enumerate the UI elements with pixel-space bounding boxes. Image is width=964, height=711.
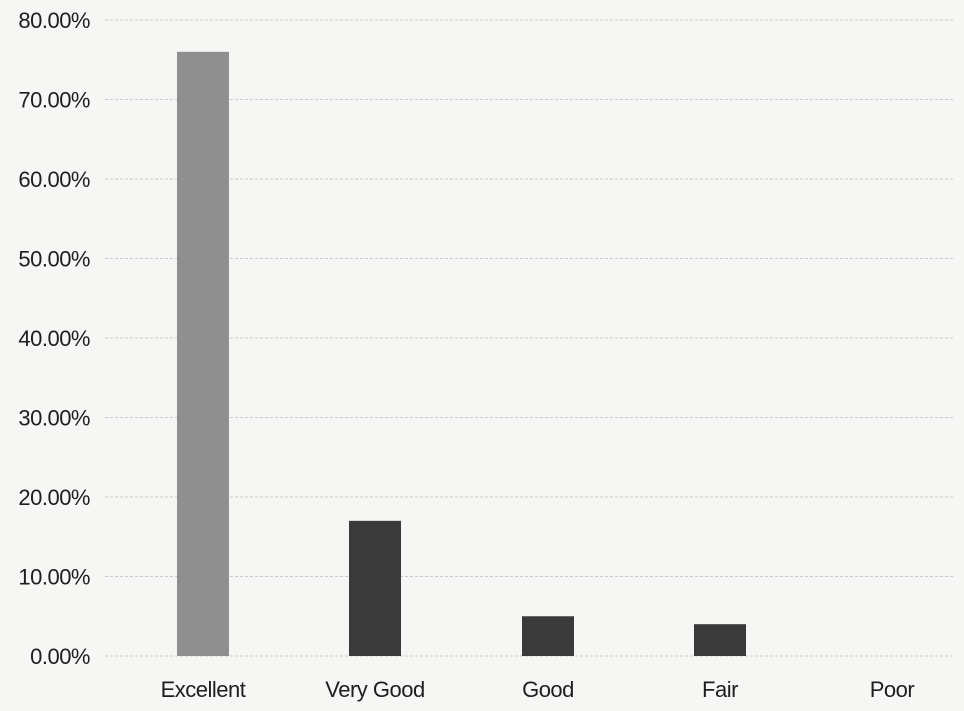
y-axis-ticks: 0.00% 10.00% 20.00% 30.00% 40.00% 50.00% 60.00… [18,8,90,669]
bar-fair [694,624,746,656]
y-tick-label: 30.00% [18,406,90,431]
y-tick-label: 70.00% [18,88,90,113]
x-category-label: Good [522,677,574,702]
x-category-label: Very Good [325,677,424,702]
grid-layer [105,19,955,657]
x-category-label: Fair [702,677,738,702]
bars [177,51,746,657]
y-tick-label: 0.00% [30,644,90,669]
bar-good [522,616,574,656]
x-axis-categories: Excellent Very Good Good Fair Poor [161,677,915,702]
y-tick-label: 20.00% [18,485,90,510]
y-tick-label: 10.00% [18,565,90,590]
bar-very-good [349,520,401,656]
bar-excellent [177,51,229,657]
x-category-label: Poor [870,677,915,702]
y-tick-label: 50.00% [18,247,90,272]
y-tick-label: 60.00% [18,167,90,192]
x-category-label: Excellent [161,677,246,702]
y-tick-label: 80.00% [18,8,90,33]
y-tick-label: 40.00% [18,326,90,351]
